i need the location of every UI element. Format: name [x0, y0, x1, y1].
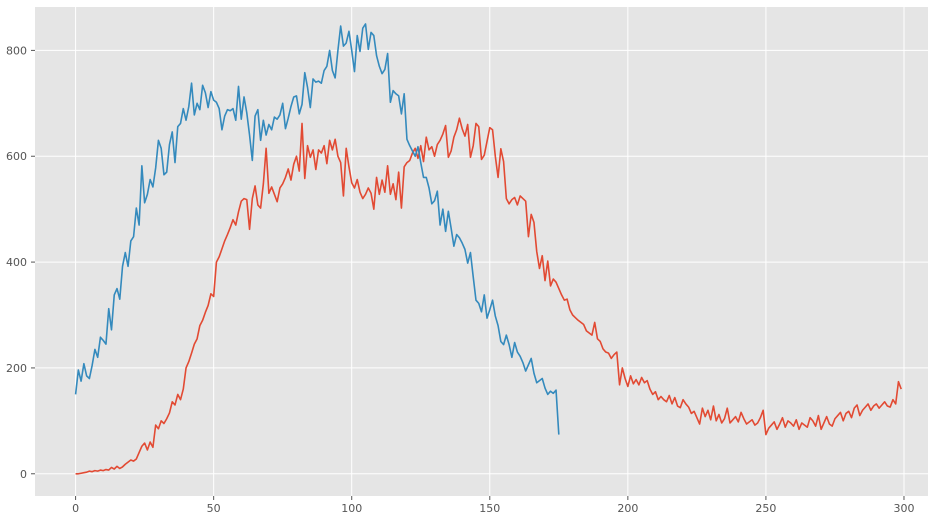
- y-tick-label: 600: [6, 150, 27, 163]
- x-tick-label: 150: [479, 502, 500, 515]
- x-axis-tick-labels: 0 50 100 150 200 250 300: [72, 496, 914, 515]
- y-axis-tick-labels: 0 200 400 600 800: [6, 44, 35, 481]
- series-line-2: [74, 23, 560, 435]
- series-line-1: [75, 117, 902, 475]
- x-tick-label: 100: [341, 502, 362, 515]
- x-tick-label: 250: [755, 502, 776, 515]
- grid-lines: [35, 7, 928, 496]
- y-tick-label: 400: [6, 256, 27, 269]
- x-tick-label: 50: [207, 502, 221, 515]
- plot-background: [35, 7, 928, 496]
- y-tick-label: 200: [6, 362, 27, 375]
- x-tick-label: 0: [72, 502, 79, 515]
- series-lines: [74, 23, 902, 475]
- y-tick-label: 0: [20, 468, 27, 481]
- x-tick-label: 300: [893, 502, 914, 515]
- y-tick-label: 800: [6, 44, 27, 57]
- x-tick-label: 200: [617, 502, 638, 515]
